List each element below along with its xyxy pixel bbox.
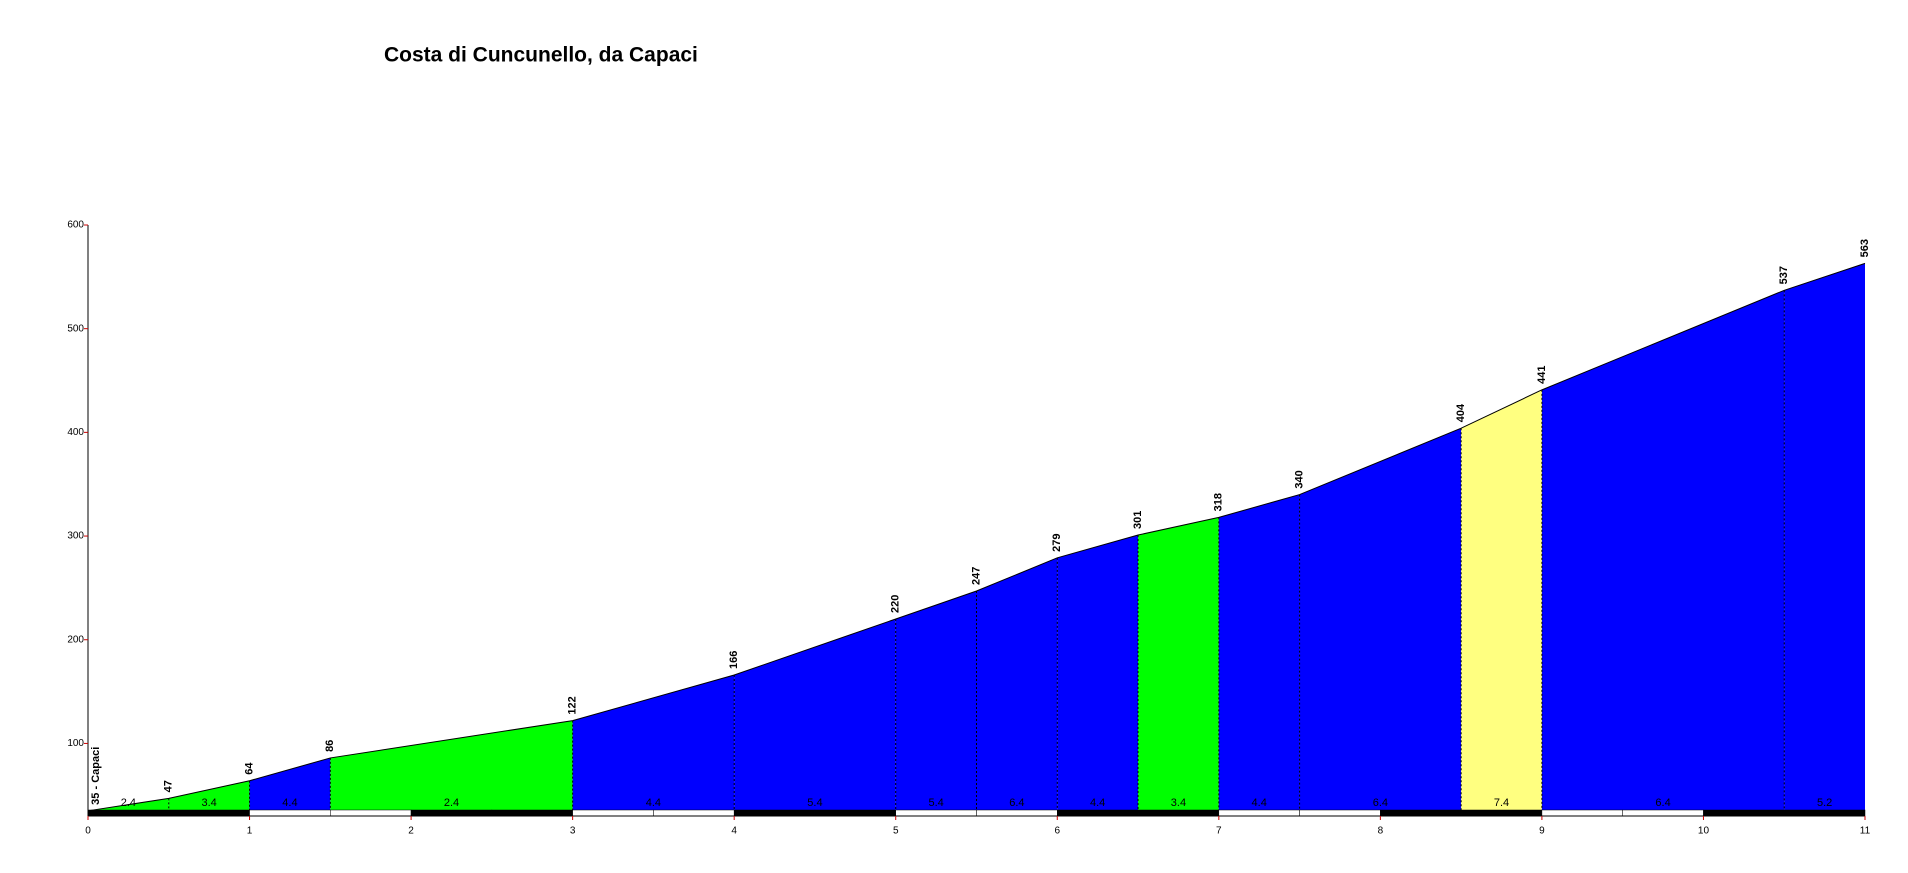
gradient-label: 3.4	[202, 797, 217, 809]
gradient-label: 4.4	[282, 797, 297, 809]
segment	[330, 720, 573, 816]
km-strip	[1622, 809, 1704, 817]
km-strip	[572, 809, 654, 817]
point-label: 563	[1859, 239, 1871, 257]
point-label: 220	[890, 595, 902, 613]
gradient-label: 4.4	[1252, 797, 1267, 809]
gradient-label: 4.4	[1090, 797, 1105, 809]
km-strip	[733, 809, 816, 817]
km-strip	[653, 809, 735, 817]
gradient-label: 3.4	[1171, 797, 1186, 809]
point-label: 64	[243, 762, 255, 775]
km-strip	[1218, 809, 1300, 817]
segment	[1299, 428, 1462, 816]
y-tick-label: 600	[67, 220, 84, 231]
point-label: 35 - Capaci	[90, 747, 102, 805]
gradient-label: 2.4	[121, 797, 136, 809]
km-strip	[976, 809, 1058, 817]
y-tick-label: 300	[67, 531, 84, 542]
point-label: 537	[1778, 266, 1790, 284]
gradient-label: 2.4	[444, 797, 459, 809]
y-tick-label: 500	[67, 323, 84, 334]
x-tick-label: 9	[1539, 826, 1545, 837]
x-tick-label: 3	[570, 826, 576, 837]
y-tick-label: 100	[67, 738, 84, 749]
segment	[1138, 517, 1219, 816]
y-tick-label: 400	[67, 427, 84, 438]
point-label: 122	[567, 696, 579, 714]
segment	[976, 557, 1058, 816]
km-strip	[330, 809, 412, 817]
segment	[168, 780, 250, 816]
point-label: 86	[324, 740, 336, 752]
gradient-label: 6.4	[1655, 797, 1670, 809]
gradient-label: 6.4	[1373, 797, 1388, 809]
km-strip	[1703, 809, 1785, 817]
point-label: 301	[1132, 511, 1144, 529]
km-strip	[410, 809, 493, 817]
segment	[1784, 263, 1865, 816]
segment	[1461, 389, 1542, 816]
x-tick-label: 6	[1054, 826, 1060, 837]
point-label: 47	[163, 780, 175, 792]
km-strip	[1541, 809, 1623, 817]
gradient-label: 7.4	[1494, 797, 1509, 809]
gradient-label: 5.4	[928, 797, 943, 809]
gradient-label: 5.2	[1817, 797, 1832, 809]
km-strip	[491, 809, 573, 817]
point-label: 318	[1213, 493, 1225, 511]
km-strip	[814, 809, 896, 817]
y-tick-label: 200	[67, 634, 84, 645]
gradient-label: 5.4	[807, 797, 822, 809]
gradient-label: 6.4	[1009, 797, 1024, 809]
segment	[572, 674, 735, 816]
km-strip	[895, 809, 977, 817]
segment	[895, 591, 977, 816]
point-label: 404	[1455, 403, 1467, 422]
km-strip	[168, 809, 250, 817]
segment	[249, 757, 331, 816]
km-strip	[249, 809, 331, 817]
profile-line	[87, 262, 1866, 812]
x-tick-label: 1	[247, 826, 253, 837]
x-tick-label: 0	[85, 826, 91, 837]
chart-title: Costa di Cuncunello, da Capaci	[384, 44, 698, 67]
x-tick-label: 11	[1860, 826, 1871, 837]
point-label: 247	[970, 567, 982, 585]
km-strip	[1299, 809, 1381, 817]
km-strip	[1460, 809, 1543, 817]
x-tick-label: 10	[1698, 826, 1710, 837]
point-label: 441	[1536, 365, 1548, 383]
x-tick-label: 8	[1378, 826, 1384, 837]
point-label: 166	[728, 651, 740, 669]
x-tick-label: 4	[731, 826, 737, 837]
gradient-label: 4.4	[646, 797, 661, 809]
segment	[1541, 290, 1785, 816]
km-strip	[1783, 809, 1866, 817]
segment	[1218, 494, 1300, 816]
km-strip	[1057, 809, 1139, 817]
segment	[734, 619, 896, 816]
km-strip	[1380, 809, 1462, 817]
km-strip	[1137, 809, 1220, 817]
x-tick-label: 2	[408, 826, 414, 837]
point-label: 279	[1051, 533, 1063, 551]
x-tick-label: 7	[1216, 826, 1222, 837]
segment	[1057, 535, 1139, 816]
km-strip	[87, 809, 170, 817]
point-label: 340	[1293, 470, 1305, 488]
x-tick-label: 5	[893, 826, 899, 837]
